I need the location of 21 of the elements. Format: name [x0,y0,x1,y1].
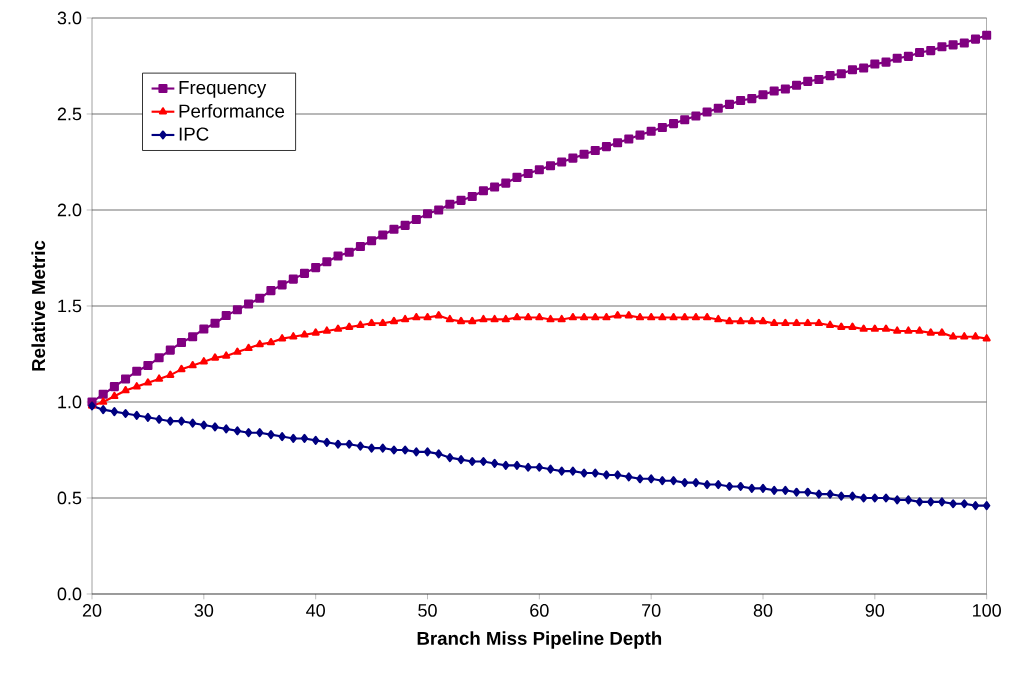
legend-label: IPC [179,127,209,141]
x-tick-label: 20 [82,604,102,617]
y-tick-label: 1.5 [58,299,82,313]
legend-label: Performance [179,103,285,118]
x-tick-label: 70 [642,604,661,617]
x-tick-label: 60 [530,604,549,617]
x-tick-label: 30 [194,604,214,617]
x-tick-label: 90 [865,604,885,617]
x-tick-label: 50 [418,604,437,617]
x-axis-title: Branch Miss Pipeline Depth [417,631,662,649]
y-axis-title: Relative Metric [31,240,46,371]
x-tick-label: 80 [753,604,773,617]
y-tick-label: 3.0 [57,11,82,25]
y-tick-label: 2.0 [57,203,82,217]
y-tick-label: 1.0 [58,395,82,409]
legend-label: Frequency [179,81,267,98]
y-tick-label: 2.5 [57,107,82,121]
y-tick-label: 0.0 [57,587,82,601]
x-tick-label: 40 [306,604,325,617]
y-tick-label: 0.5 [57,491,82,505]
x-tick-label: 100 [973,604,1001,617]
